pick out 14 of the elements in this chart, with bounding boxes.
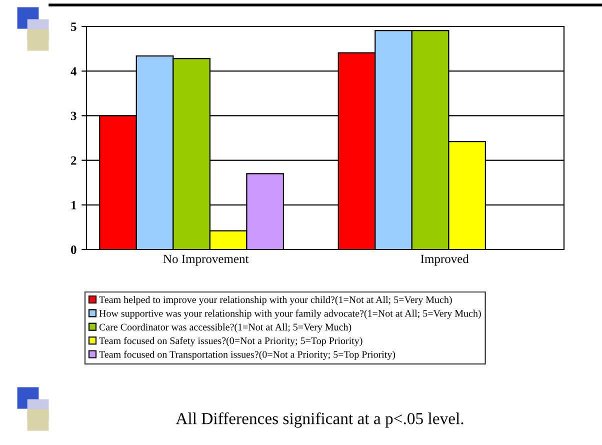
y-tick-label: 1 [72, 200, 76, 210]
legend-label: Care Coordinator was accessible?(1=Not at All; 5=Very Much) [99, 323, 352, 333]
legend-label: Team focused on Transportation issues?(0=Not a Priority; 5=Top Priority) [99, 350, 396, 360]
text: All Differences significant at a p<.05 level. [176, 412, 464, 428]
legend-label: How supportive was your relationship with your family advocate?(1=Not at All; 5=Very Much) [99, 310, 481, 319]
legend-label: Team helped to improve your relationship with your child?(1=Not at All; 5=Very Much) [99, 296, 452, 306]
x-tick-label: No Improvement [163, 254, 249, 266]
y-tick-label: 5 [71, 22, 76, 31]
legend-label: Team focused on Safety issues?(0=Not a Priority; 5=Top Priority) [99, 337, 362, 346]
x-tick-label: Improved [420, 254, 469, 266]
y-tick-label: 3 [71, 112, 76, 120]
y-tick-label: 2 [71, 156, 76, 165]
y-tick-label: 4 [70, 67, 77, 76]
y-tick-label: 0 [71, 246, 76, 254]
